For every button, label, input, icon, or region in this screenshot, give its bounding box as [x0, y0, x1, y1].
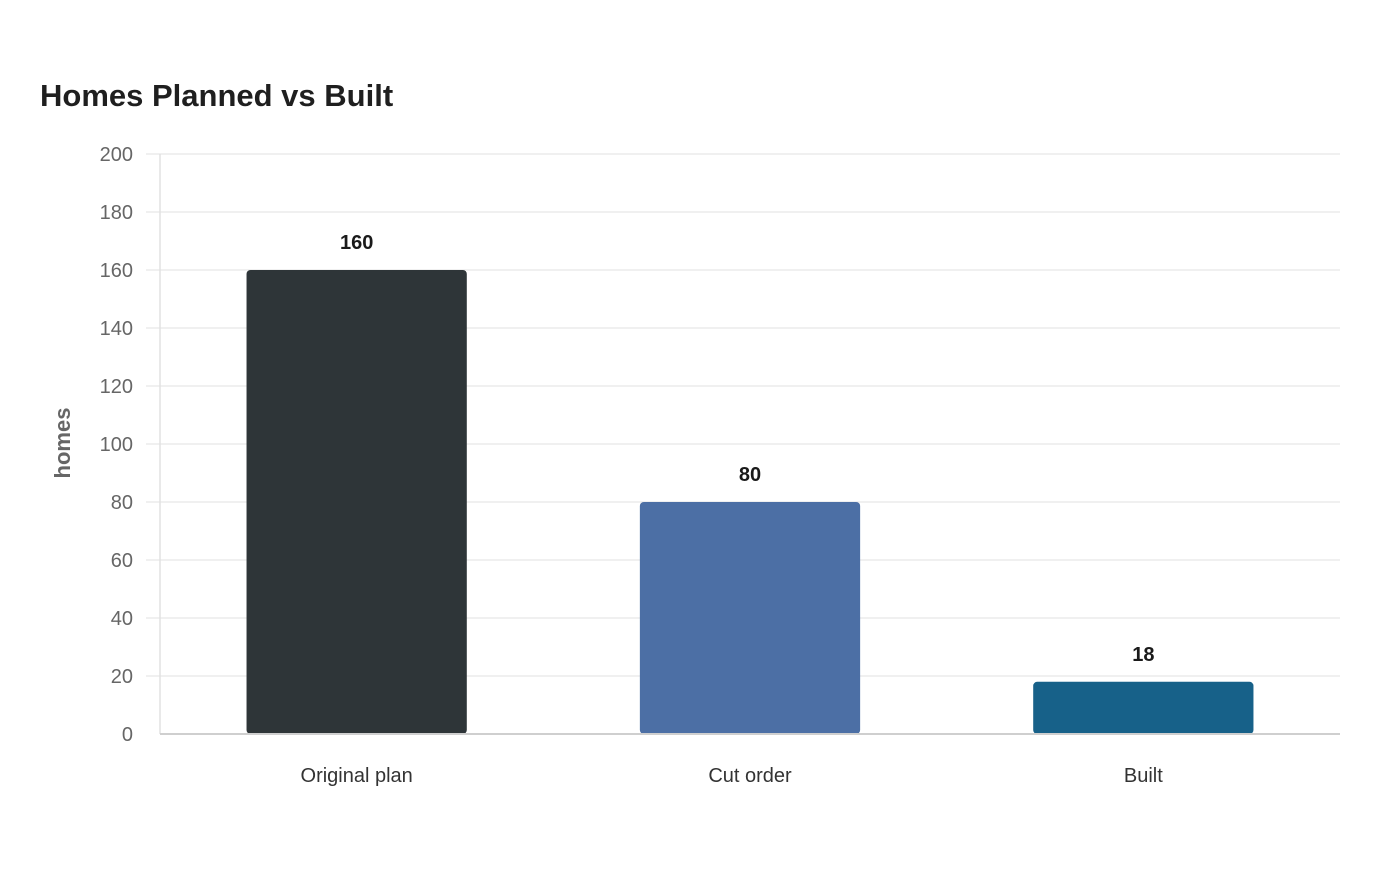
data-label: 80: [739, 464, 761, 486]
y-tick-label: 60: [111, 550, 133, 572]
bars: [246, 270, 1254, 734]
y-tick-label: 140: [100, 318, 133, 340]
y-axis-ticks: 0 20 40 60 80 100 120 140 160 180 200: [100, 144, 133, 746]
y-tick-label: 80: [111, 492, 133, 514]
x-axis-ticks: Original plan Cut order Built: [301, 765, 1164, 787]
y-tick-label: 120: [100, 376, 133, 398]
y-tick-label: 180: [100, 202, 133, 224]
y-tick-label: 40: [111, 608, 133, 630]
x-tick-label: Built: [1124, 765, 1163, 787]
x-tick-label: Original plan: [301, 765, 413, 787]
chart-title: Homes Planned vs Built: [40, 78, 393, 113]
y-tick-label: 20: [111, 666, 133, 688]
y-axis-label: homes: [50, 408, 75, 479]
data-label: 160: [340, 232, 373, 254]
y-tick-label: 0: [122, 724, 133, 746]
y-tick-label: 100: [100, 434, 133, 456]
data-labels: 160 80 18: [340, 232, 1154, 666]
data-label: 18: [1132, 644, 1154, 666]
bar: [246, 270, 467, 734]
y-tick-label: 160: [100, 260, 133, 282]
x-tick-label: Cut order: [708, 765, 792, 787]
bar: [1033, 681, 1254, 734]
y-tick-label: 200: [100, 144, 133, 166]
bar: [639, 502, 861, 734]
